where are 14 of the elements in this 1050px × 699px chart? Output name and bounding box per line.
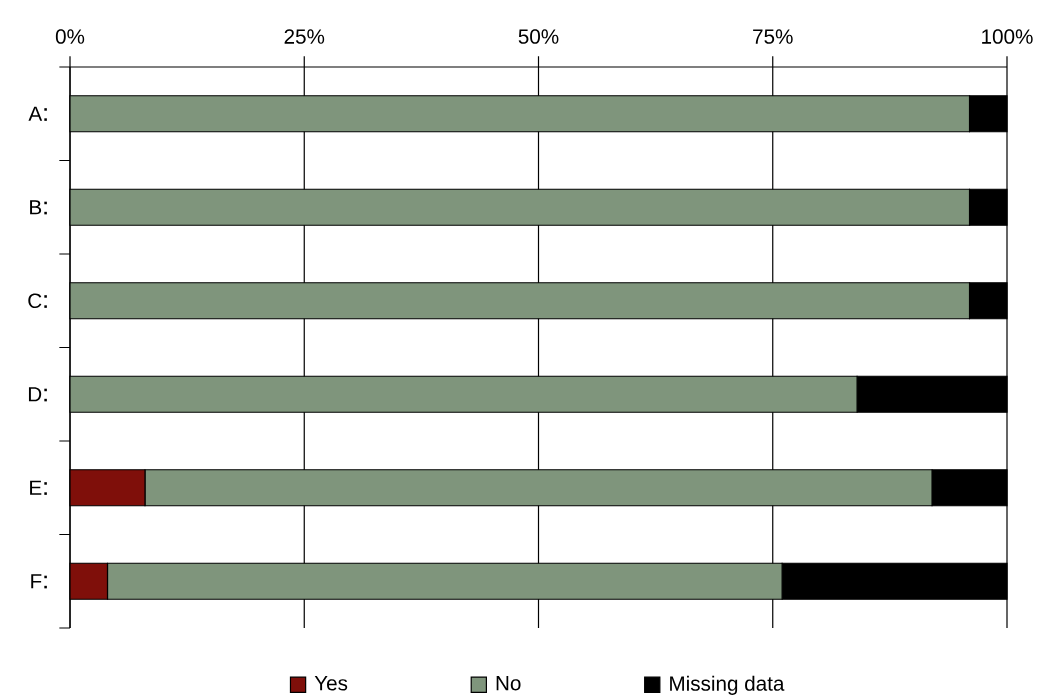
x-tick-label: 100% — [982, 29, 1033, 44]
x-tick-label: 0% — [55, 29, 85, 44]
y-tick-label: C — [28, 293, 42, 309]
x-tick-label: 25% — [284, 29, 325, 44]
y-tick-label: A — [28, 106, 43, 121]
legend-label: Missing data — [670, 675, 785, 695]
y-tick-label: F — [31, 574, 42, 589]
legend-label: No — [496, 676, 521, 691]
legend-label: Yes — [314, 676, 348, 691]
x-tick-label: 75% — [753, 29, 793, 44]
y-tick-label: E — [30, 480, 42, 495]
y-tick-label: D — [28, 387, 42, 402]
x-tick-label: 50% — [518, 29, 559, 44]
y-tick-label: B — [30, 200, 42, 215]
